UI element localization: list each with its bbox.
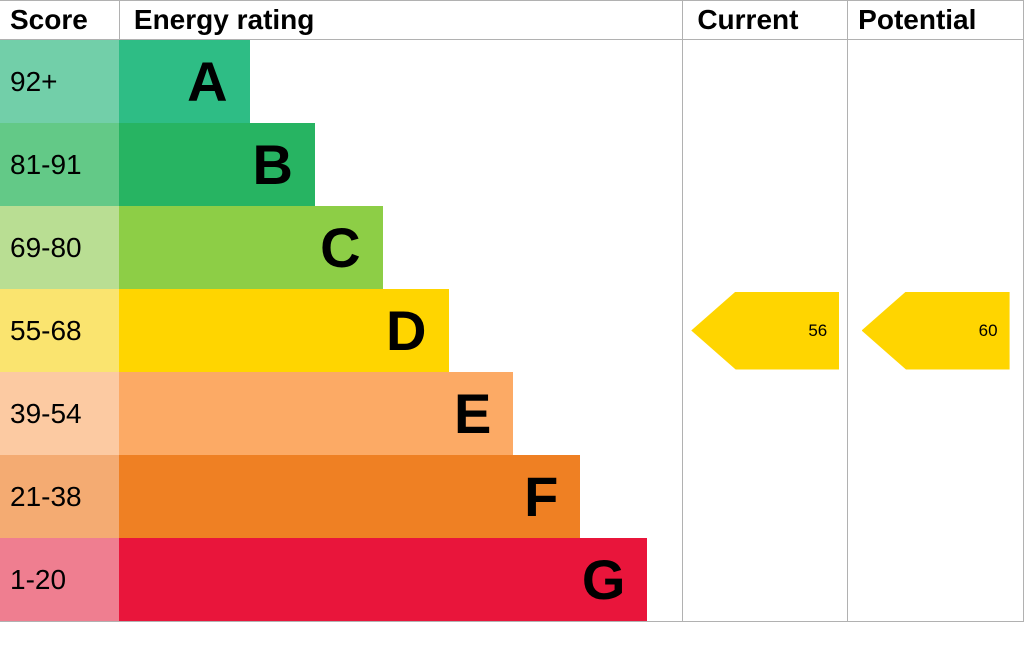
band-letter-d: D: [386, 298, 427, 362]
band-letter-b: B: [252, 132, 293, 196]
current-cell-b: [682, 123, 848, 206]
potential-cell-d: 60: [847, 289, 1023, 372]
band-letter-e: E: [453, 381, 492, 445]
band-bar-f: F: [118, 455, 581, 538]
rating-cell-a: A: [118, 40, 683, 123]
band-letter-g: G: [581, 547, 626, 611]
band-row-b: 81-91 B: [0, 123, 1023, 206]
band-bar-e: E: [118, 372, 514, 455]
score-range-label-d: 55-68: [0, 289, 119, 372]
potential-cell-a: [847, 40, 1023, 123]
current-cell-c: [682, 206, 848, 289]
header-potential: Potential: [847, 1, 1023, 39]
current-cell-d: 56: [682, 289, 848, 372]
score-range-label-b: 81-91: [0, 123, 119, 206]
potential-cell-e: [847, 372, 1023, 455]
potential-rating-value: 60: [978, 320, 998, 340]
band-bar-a: A: [118, 40, 250, 123]
header-energy-rating: Energy rating: [118, 1, 682, 39]
current-cell-a: [682, 40, 848, 123]
current-cell-f: [682, 455, 848, 538]
band-bar-b: B: [118, 123, 315, 206]
band-row-c: 69-80 C: [0, 206, 1023, 289]
band-letter-f: F: [524, 464, 559, 528]
band-bar-g: G: [118, 538, 648, 621]
potential-cell-f: [847, 455, 1023, 538]
score-range-label-a: 92+: [0, 40, 119, 123]
header-current: Current: [682, 1, 847, 39]
energy-rating-chart: Score Energy rating Current Potential 92…: [0, 0, 1024, 622]
rating-cell-d: D: [118, 289, 683, 372]
rating-cell-f: F: [118, 455, 683, 538]
band-rows: 92+ A 81-91 B 69-80 C 55-68 D 56 60 39-54 E 21-38 F 1-…: [0, 40, 1023, 621]
band-row-f: 21-38 F: [0, 455, 1023, 538]
current-rating-value: 56: [808, 320, 828, 340]
current-rating-arrow: 56: [691, 291, 840, 370]
score-range-label-g: 1-20: [0, 538, 119, 621]
band-row-a: 92+ A: [0, 40, 1023, 123]
rating-cell-g: G: [118, 538, 683, 621]
potential-cell-b: [847, 123, 1023, 206]
rating-cell-c: C: [118, 206, 683, 289]
rating-cell-b: B: [118, 123, 683, 206]
rating-cell-e: E: [118, 372, 683, 455]
band-row-d: 55-68 D 56 60: [0, 289, 1023, 372]
band-bar-d: D: [118, 289, 449, 372]
band-letter-c: C: [320, 215, 361, 279]
current-cell-g: [682, 538, 848, 621]
band-bar-c: C: [118, 206, 383, 289]
band-row-g: 1-20 G: [0, 538, 1023, 621]
chart-header: Score Energy rating Current Potential: [0, 0, 1023, 40]
band-letter-a: A: [187, 49, 228, 113]
score-range-label-e: 39-54: [0, 372, 119, 455]
potential-cell-c: [847, 206, 1023, 289]
header-score: Score: [10, 4, 88, 35]
potential-cell-g: [847, 538, 1023, 621]
band-row-e: 39-54 E: [0, 372, 1023, 455]
current-cell-e: [682, 372, 848, 455]
potential-rating-arrow: 60: [861, 291, 1010, 370]
score-range-label-c: 69-80: [0, 206, 119, 289]
score-range-label-f: 21-38: [0, 455, 119, 538]
